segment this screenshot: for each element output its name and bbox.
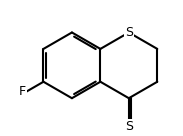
Text: S: S bbox=[125, 26, 133, 39]
Text: F: F bbox=[18, 85, 26, 98]
Text: S: S bbox=[125, 120, 133, 133]
